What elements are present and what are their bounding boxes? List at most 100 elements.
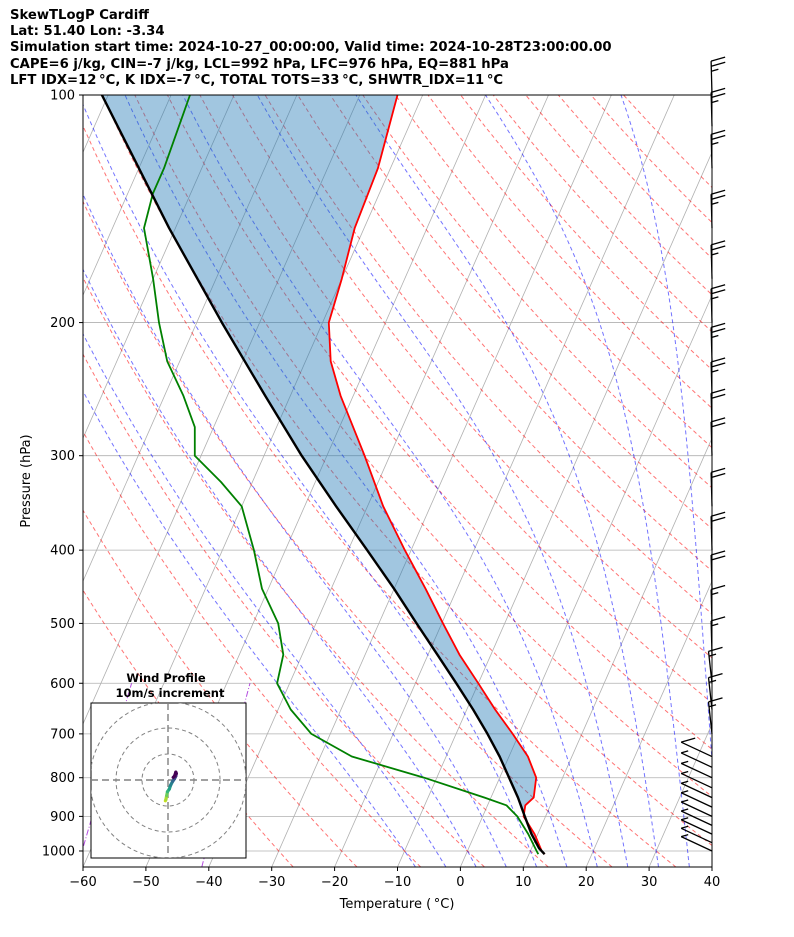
dry-adiabat xyxy=(492,95,712,333)
wind-barb-staff xyxy=(710,134,713,169)
wind-barb xyxy=(680,833,713,852)
dry-adiabat xyxy=(83,353,485,867)
wind-barb xyxy=(710,357,726,396)
y-tick-label: 300 xyxy=(50,449,75,464)
y-tick-label: 1000 xyxy=(42,844,75,859)
wind-barb-flag xyxy=(710,616,726,622)
wind-barb-half xyxy=(681,825,689,829)
wind-barb-staff xyxy=(680,752,713,768)
isotherm-line xyxy=(83,95,235,440)
cape-cin-shading xyxy=(101,95,545,855)
wind-barb xyxy=(707,646,723,684)
wind-barb-staff xyxy=(710,620,713,655)
wind-barb-half xyxy=(711,296,719,300)
wind-barb-flag xyxy=(710,56,726,62)
wind-barb-flag xyxy=(711,516,726,522)
hodograph-trace-segment xyxy=(171,774,177,780)
wind-barb-staff xyxy=(680,827,713,844)
wind-barb xyxy=(680,808,713,826)
wind-barb xyxy=(680,737,713,758)
wind-barb-staff xyxy=(710,589,713,624)
wind-barb-half xyxy=(711,369,719,373)
wind-barb-flag xyxy=(711,327,726,334)
y-tick-label: 600 xyxy=(50,677,75,692)
isotherm-line xyxy=(711,866,712,867)
wind-barb-flag xyxy=(708,646,723,652)
y-tick-label: 400 xyxy=(50,544,75,559)
dry-adiabat xyxy=(134,95,712,798)
wind-barb-flag xyxy=(711,92,726,99)
wind-barb-staff xyxy=(680,741,713,758)
wind-barb-half xyxy=(681,770,689,775)
chart-title: SkewTLogP Cardiff xyxy=(10,8,149,23)
wind-barb xyxy=(710,467,726,507)
wind-barb-flag xyxy=(710,87,726,94)
moist-adiabat xyxy=(620,95,712,767)
wind-barb-flag xyxy=(711,194,726,200)
wind-barb-flag xyxy=(711,362,726,368)
wind-barb xyxy=(710,56,726,96)
x-axis-label: Temperature ( °C) xyxy=(339,897,455,912)
y-tick-label: 700 xyxy=(50,727,75,742)
wind-barb xyxy=(680,799,713,817)
dry-adiabat xyxy=(83,124,677,867)
wind-barb xyxy=(680,760,713,779)
wind-barb-flag xyxy=(711,393,726,399)
isotherm-line xyxy=(83,95,361,726)
chart-header: SkewTLogP Cardiff Lat: 51.40 Lon: -3.34 … xyxy=(10,8,612,89)
params-line: CAPE=6 j/kg, CIN=-7 j/kg, LCL=992 hPa, L… xyxy=(10,56,509,72)
dry-adiabat xyxy=(264,95,712,615)
wind-barb-half xyxy=(708,704,717,708)
moist-adiabat xyxy=(124,95,568,867)
wind-barb-flag xyxy=(711,245,726,251)
wind-barb-half xyxy=(681,780,689,784)
x-tick-label: −60 xyxy=(69,875,96,890)
dry-adiabat xyxy=(83,430,422,867)
wind-barb-flag xyxy=(710,240,726,246)
y-tick-label: 800 xyxy=(50,771,75,786)
dry-adiabat xyxy=(394,95,712,449)
wind-barb-staff xyxy=(680,782,713,799)
dry-adiabat xyxy=(297,95,712,572)
wind-barb-flag xyxy=(711,61,726,67)
y-tick-label: 100 xyxy=(50,89,75,104)
x-tick-label: −10 xyxy=(384,875,411,890)
dry-adiabat xyxy=(329,95,712,530)
wind-barb-flag xyxy=(710,417,726,423)
wind-barb-staff xyxy=(710,244,713,279)
wind-barb-staff xyxy=(680,772,713,789)
wind-barb-flag xyxy=(711,289,726,295)
wind-barb xyxy=(680,770,713,789)
wind-barb-half xyxy=(681,760,689,764)
wind-barb-flag xyxy=(710,189,726,195)
dry-adiabat xyxy=(83,509,358,867)
x-tick-label: 30 xyxy=(641,875,658,890)
wind-barb-staff xyxy=(707,651,713,684)
wind-barb-staff xyxy=(710,393,713,428)
wind-barb-flag xyxy=(710,284,726,290)
wind-barb-flag xyxy=(710,129,726,136)
wind-barb-half xyxy=(711,334,719,339)
wind-barb-staff xyxy=(680,819,713,835)
wind-barb-staff xyxy=(707,701,713,734)
moist-adiabat xyxy=(83,193,507,867)
moist-adiabat xyxy=(485,95,690,867)
wind-barb-flag xyxy=(711,422,726,428)
wind-barb-staff xyxy=(710,516,713,551)
wind-barb xyxy=(680,817,713,835)
dry-adiabat xyxy=(590,95,712,224)
x-tick-label: −40 xyxy=(195,875,222,890)
x-tick-label: 10 xyxy=(515,875,532,890)
wind-barb xyxy=(707,697,723,734)
hodograph-subtitle: 10m/s increment xyxy=(116,686,225,700)
wind-barb-half xyxy=(711,68,719,72)
wind-barb-half xyxy=(681,750,689,754)
wind-barb-flag xyxy=(710,467,726,474)
wind-barb-half xyxy=(711,141,719,146)
isotherm-line xyxy=(271,95,612,867)
x-tick-label: 20 xyxy=(578,875,595,890)
hodograph-title: Wind Profile xyxy=(126,671,206,685)
wind-barb-half xyxy=(681,817,689,821)
wind-barb-staff xyxy=(710,92,713,127)
